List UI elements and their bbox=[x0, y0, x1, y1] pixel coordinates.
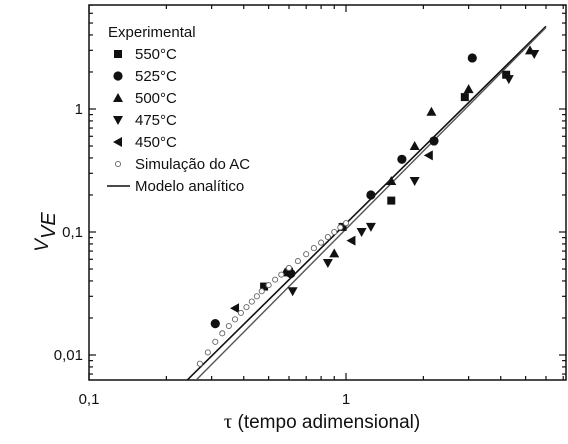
legend-marker-square bbox=[114, 50, 122, 58]
x-axis-symbol: τ bbox=[224, 409, 232, 433]
data-point-triangle-down bbox=[287, 287, 298, 297]
y-axis-main: V bbox=[32, 237, 53, 252]
legend-label: 525°C bbox=[135, 68, 177, 85]
data-point-triangle-down bbox=[503, 75, 514, 85]
data-point-circle bbox=[210, 319, 220, 329]
legend-label: 500°C bbox=[135, 90, 177, 107]
y-tick-label: 1 bbox=[75, 101, 83, 118]
data-point-open-circle bbox=[258, 288, 265, 295]
tick-layer: 0,1 1 0,01 0,1 1 bbox=[54, 4, 566, 408]
data-point-circle bbox=[397, 154, 407, 164]
y-tick-label: 0,01 bbox=[54, 347, 83, 364]
legend-title: Experimental bbox=[108, 24, 196, 41]
data-point-open-circle bbox=[225, 322, 232, 330]
data-point-open-circle bbox=[253, 293, 260, 300]
data-point-square bbox=[502, 70, 511, 79]
legend-label: Simulação do AC bbox=[135, 156, 250, 173]
plot-frame bbox=[88, 4, 567, 381]
data-point-triangle-up bbox=[426, 106, 437, 116]
points-layer bbox=[196, 45, 540, 367]
data-point-open-circle bbox=[294, 258, 301, 265]
data-point-triangle-down bbox=[322, 258, 333, 268]
x-axis-text: (tempo adimensional) bbox=[232, 412, 420, 433]
data-point-triangle-down bbox=[529, 49, 540, 59]
lines-layer bbox=[186, 25, 547, 380]
data-point-open-circle bbox=[324, 233, 331, 241]
data-point-open-circle bbox=[237, 309, 244, 316]
legend-label: 450°C bbox=[135, 134, 177, 151]
data-point-open-circle bbox=[342, 220, 350, 227]
data-point-triangle-up bbox=[386, 175, 397, 185]
data-point-triangle-up bbox=[409, 141, 420, 151]
data-point-open-circle bbox=[204, 349, 211, 356]
data-point-circle bbox=[467, 53, 477, 63]
data-point-triangle-down bbox=[409, 176, 420, 186]
data-point-triangle-left bbox=[346, 235, 356, 246]
x-tick-label: 0,1 bbox=[79, 391, 100, 408]
data-point-open-circle bbox=[265, 282, 272, 289]
legend-marker-triangle-up bbox=[113, 93, 123, 102]
data-point-open-circle bbox=[243, 304, 250, 311]
y-axis-title: VVE bbox=[32, 212, 60, 252]
data-point-open-circle bbox=[303, 251, 310, 258]
data-point-circle bbox=[366, 190, 376, 200]
data-point-square bbox=[460, 93, 469, 102]
data-point-open-circle bbox=[318, 239, 325, 246]
data-point-open-circle bbox=[219, 330, 226, 337]
data-point-square bbox=[260, 282, 269, 291]
simulation-trend-line bbox=[195, 26, 547, 380]
data-point-open-circle bbox=[231, 316, 239, 323]
data-point-open-circle bbox=[331, 228, 338, 236]
data-point-triangle-down bbox=[356, 228, 367, 237]
legend-label: 475°C bbox=[135, 112, 177, 129]
data-point-triangle-left bbox=[230, 303, 240, 314]
x-tick-label: 1 bbox=[342, 391, 350, 408]
legend-label: 550°C bbox=[135, 46, 177, 63]
y-tick-label: 0,1 bbox=[62, 224, 83, 241]
data-point-open-circle bbox=[310, 245, 317, 252]
legend: Experimental 550°C 525°C 500°C 475°C 450°C Sim… bbox=[107, 24, 250, 195]
y-axis-sub: VE bbox=[38, 212, 60, 239]
data-point-open-circle bbox=[337, 224, 344, 231]
model-line bbox=[186, 25, 547, 380]
data-point-triangle-up bbox=[463, 84, 474, 94]
legend-marker-triangle-down bbox=[113, 116, 123, 125]
data-point-open-circle bbox=[272, 276, 279, 283]
data-point-open-circle bbox=[196, 360, 203, 367]
data-point-open-circle bbox=[248, 298, 255, 305]
legend-marker-open-circle bbox=[114, 160, 122, 168]
legend-label: Modelo analítico bbox=[135, 178, 244, 195]
data-point-open-circle bbox=[212, 338, 219, 345]
data-point-triangle-up bbox=[329, 248, 340, 258]
data-point-square bbox=[387, 196, 396, 205]
data-point-triangle-left bbox=[423, 150, 433, 161]
legend-marker-triangle-left bbox=[113, 137, 122, 147]
data-point-triangle-down bbox=[365, 222, 376, 232]
data-point-open-circle bbox=[278, 271, 285, 278]
data-point-circle bbox=[429, 136, 439, 146]
data-point-open-circle bbox=[285, 264, 293, 272]
legend-marker-circle bbox=[113, 71, 123, 81]
x-axis-title: τ (tempo adimensional) bbox=[224, 409, 420, 433]
